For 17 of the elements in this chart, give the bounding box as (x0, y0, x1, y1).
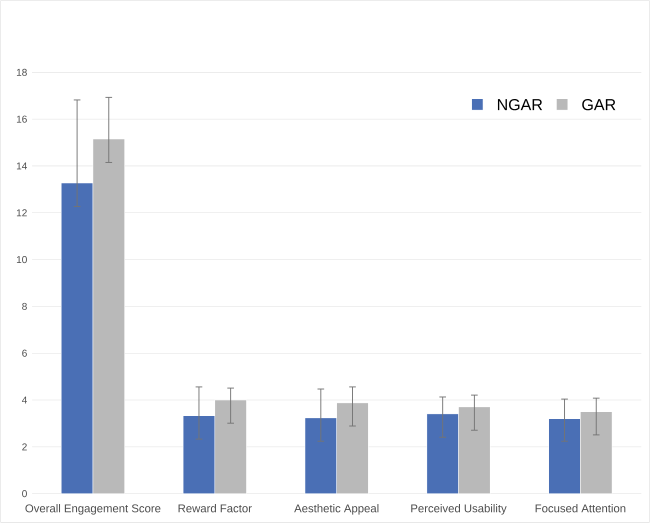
x-tick-label: Overall Engagement Score (25, 504, 160, 515)
y-tick-label: 12 (16, 209, 27, 216)
y-tick-label: 4 (22, 396, 27, 404)
y-tick-label: 6 (22, 350, 27, 357)
y-tick-label: 2 (22, 443, 27, 450)
y-tick-label: 8 (22, 302, 27, 310)
x-tick-label: Focused Attention (536, 504, 626, 512)
legend-label: NGAR (498, 98, 542, 110)
y-tick-label: 18 (16, 68, 27, 76)
y-tick-label: 14 (16, 162, 27, 170)
y-tick-label: 10 (16, 256, 27, 264)
x-tick-label: Reward Factor (178, 504, 252, 512)
x-tick-label: Aesthetic Appeal (294, 504, 378, 515)
y-tick-label: 0 (22, 490, 27, 498)
legend-label: GAR (582, 98, 616, 110)
x-tick-label: Perceived Usability (411, 504, 507, 515)
y-tick-label: 16 (16, 116, 27, 123)
